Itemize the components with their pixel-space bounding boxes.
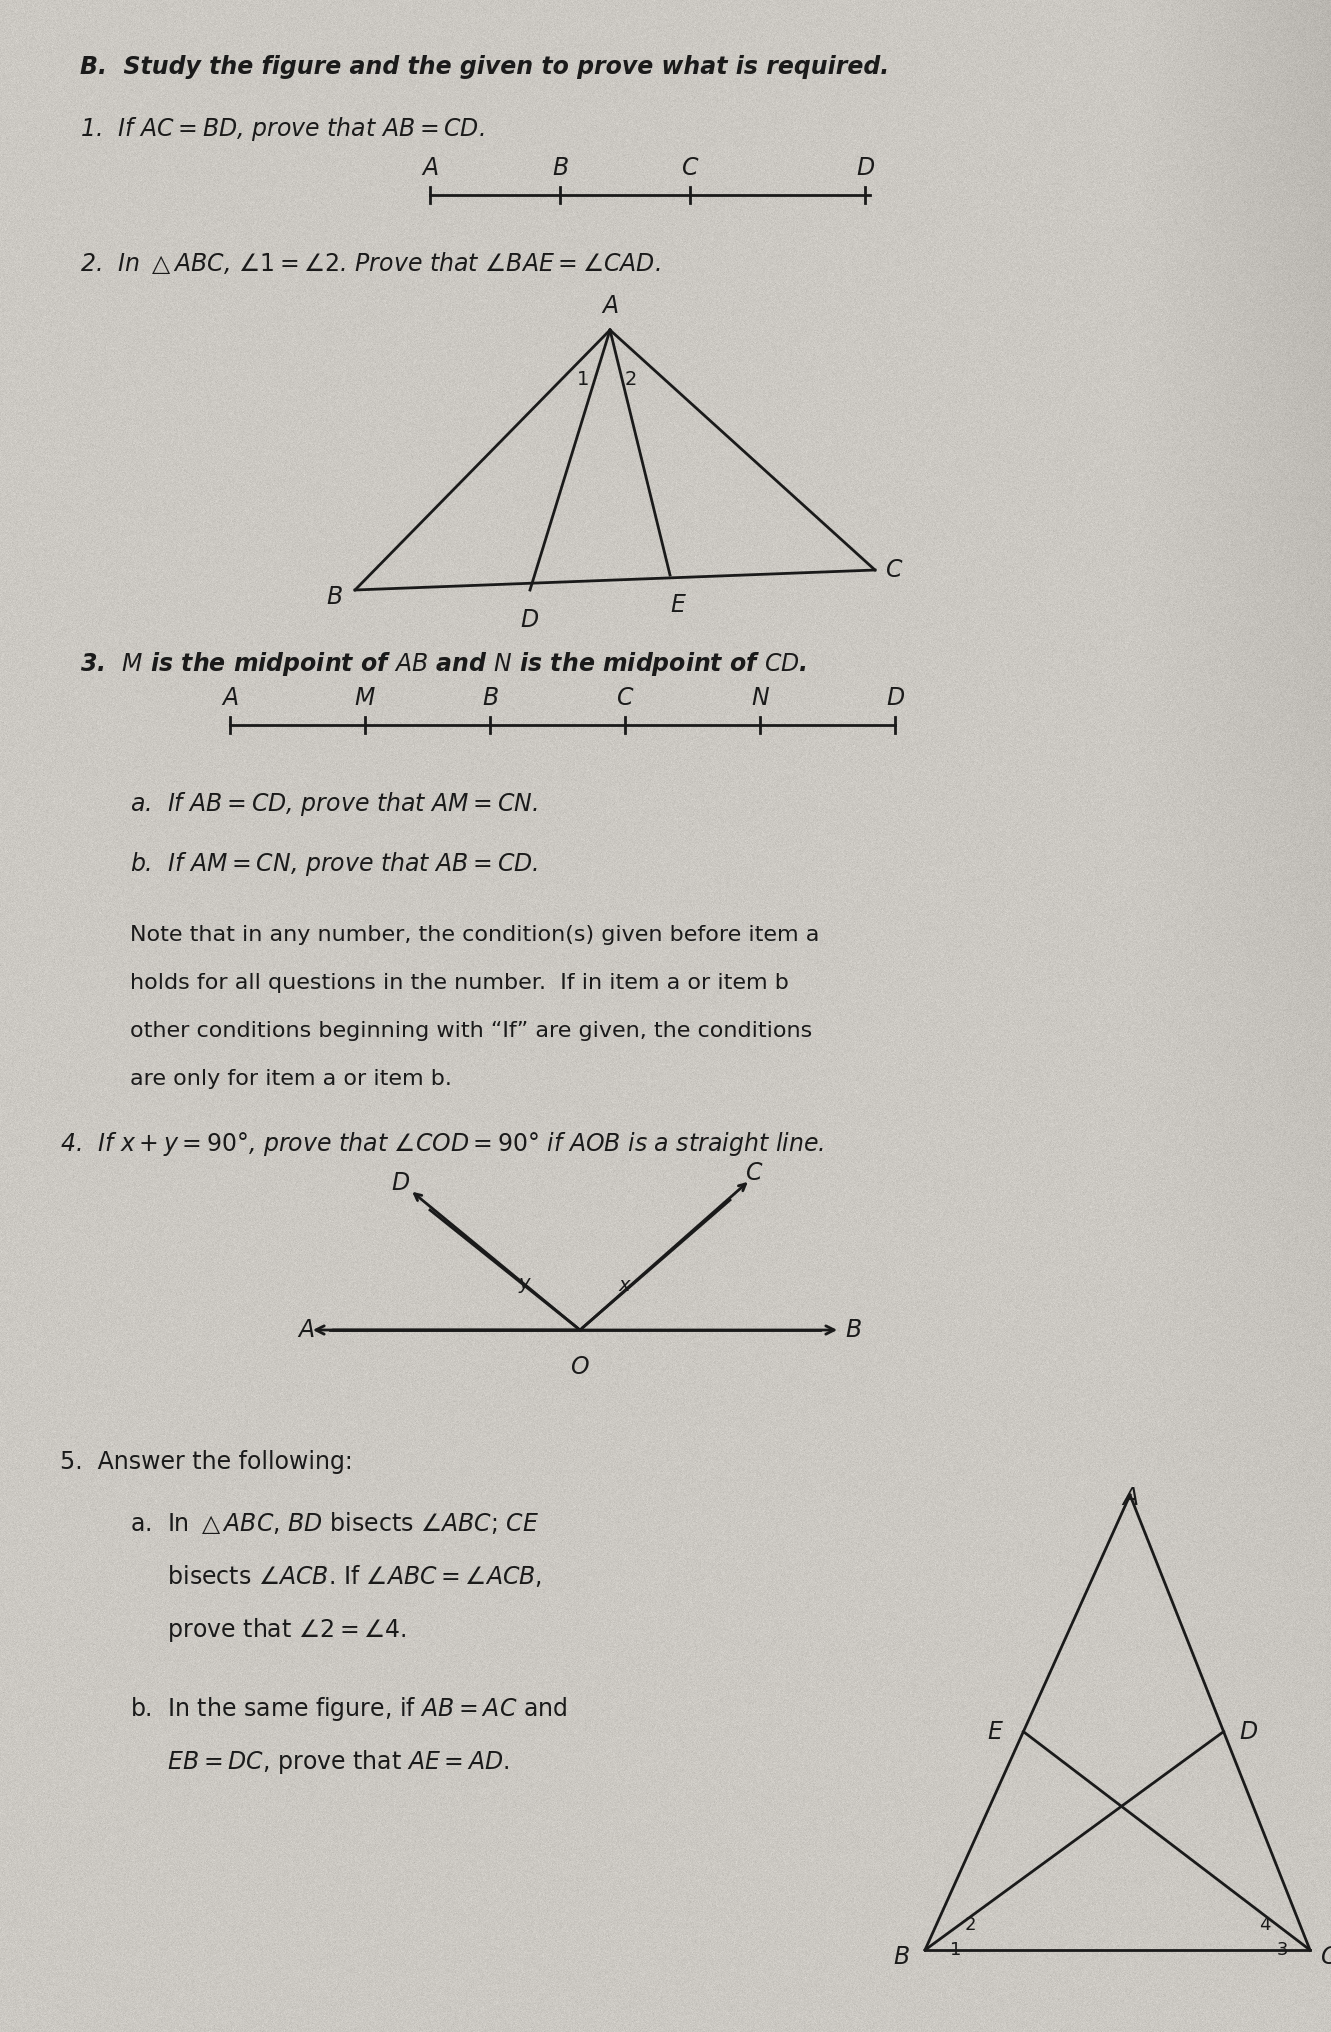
- Text: other conditions beginning with “If” are given, the conditions: other conditions beginning with “If” are…: [130, 1020, 812, 1040]
- Text: holds for all questions in the number.  If in item a or item b: holds for all questions in the number. I…: [130, 973, 789, 994]
- Text: $A$: $A$: [1121, 1485, 1139, 1510]
- Text: $4$: $4$: [1259, 1916, 1271, 1934]
- Text: B: B: [482, 687, 498, 709]
- Text: $y$: $y$: [518, 1276, 532, 1294]
- Text: $O$: $O$: [570, 1355, 590, 1380]
- Text: $EB = DC$, prove that $AE = AD$.: $EB = DC$, prove that $AE = AD$.: [130, 1748, 510, 1776]
- Text: $2$: $2$: [964, 1916, 976, 1934]
- Text: 3.  $M$ is the midpoint of $AB$ and $N$ is the midpoint of $CD$.: 3. $M$ is the midpoint of $AB$ and $N$ i…: [80, 650, 807, 679]
- Text: B.  Study the figure and the given to prove what is required.: B. Study the figure and the given to pro…: [80, 55, 889, 79]
- Text: $B$: $B$: [845, 1319, 861, 1341]
- Text: A: A: [422, 156, 438, 181]
- Text: $E$: $E$: [669, 593, 687, 618]
- Text: $B$: $B$: [326, 585, 343, 610]
- Text: are only for item a or item b.: are only for item a or item b.: [130, 1069, 453, 1089]
- Text: $D$: $D$: [1239, 1719, 1258, 1743]
- Text: $A$: $A$: [297, 1319, 315, 1341]
- Text: $x$: $x$: [618, 1276, 632, 1294]
- Text: bisects $\angle ACB$. If $\angle ABC = \angle ACB$,: bisects $\angle ACB$. If $\angle ABC = \…: [130, 1563, 542, 1589]
- Text: b.  If $AM = CN$, prove that $AB = CD$.: b. If $AM = CN$, prove that $AB = CD$.: [130, 849, 538, 878]
- Text: $A$: $A$: [602, 295, 619, 317]
- Text: $D$: $D$: [520, 608, 539, 632]
- Text: a.  In $\triangle ABC$, $BD$ bisects $\angle ABC$; $CE$: a. In $\triangle ABC$, $BD$ bisects $\an…: [130, 1510, 539, 1536]
- Text: D: D: [886, 687, 904, 709]
- Text: $B$: $B$: [893, 1945, 910, 1969]
- Text: N: N: [751, 687, 769, 709]
- Text: prove that $\angle 2 = \angle 4$.: prove that $\angle 2 = \angle 4$.: [130, 1615, 406, 1644]
- Text: $E$: $E$: [986, 1719, 1004, 1743]
- Text: Note that in any number, the condition(s) given before item a: Note that in any number, the condition(s…: [130, 925, 820, 945]
- Text: b.  In the same figure, if $AB = AC$ and: b. In the same figure, if $AB = AC$ and: [130, 1695, 567, 1723]
- Text: $1$: $1$: [576, 370, 588, 388]
- Text: $1$: $1$: [949, 1941, 961, 1959]
- Text: C: C: [681, 156, 699, 181]
- Text: A: A: [222, 687, 238, 709]
- Text: D: D: [856, 156, 874, 181]
- Text: $C$: $C$: [1320, 1945, 1331, 1969]
- Text: $3$: $3$: [1276, 1941, 1288, 1959]
- Text: M: M: [355, 687, 375, 709]
- Text: 1.  If $AC = BD$, prove that $AB = CD$.: 1. If $AC = BD$, prove that $AB = CD$.: [80, 116, 484, 142]
- Text: a.  If $AB = CD$, prove that $AM = CN$.: a. If $AB = CD$, prove that $AM = CN$.: [130, 790, 538, 819]
- Text: 5.  Answer the following:: 5. Answer the following:: [60, 1451, 353, 1473]
- Text: B: B: [552, 156, 568, 181]
- Text: $D$: $D$: [391, 1170, 410, 1195]
- Text: $C$: $C$: [745, 1160, 764, 1185]
- Text: $2$: $2$: [624, 370, 636, 388]
- Text: 2.  In $\triangle ABC$, $\angle 1 = \angle 2$. Prove that $\angle BAE = \angle C: 2. In $\triangle ABC$, $\angle 1 = \angl…: [80, 250, 660, 276]
- Text: 4.  If $x + y = 90°$, prove that $\angle COD = 90°$ if $AOB$ is a straight line.: 4. If $x + y = 90°$, prove that $\angle …: [60, 1130, 824, 1158]
- Text: C: C: [616, 687, 634, 709]
- Text: $C$: $C$: [885, 559, 904, 581]
